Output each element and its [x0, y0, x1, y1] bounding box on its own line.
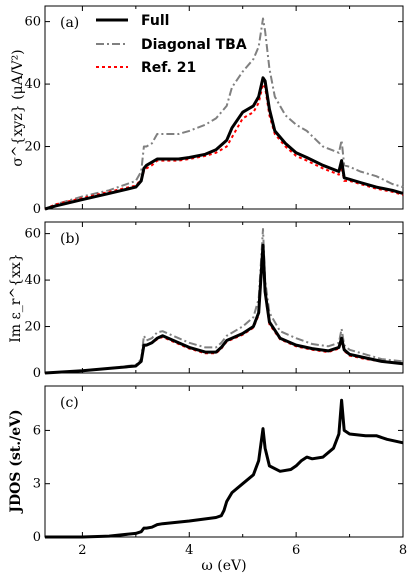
panel-a: (a) 0 20 40 60 σ^{xyz} (μA/V²) Full Diagona…: [10, 5, 404, 217]
panel-a-ytick-label-1: 20: [24, 140, 41, 155]
panel-c-label: (c): [60, 395, 79, 411]
panel-c-xtick-label-2: 6: [292, 543, 300, 558]
panel-c-yticks: 0 3 6: [33, 386, 404, 545]
panel-a-series-full: [44, 76, 404, 211]
panel-c-xtick-label-1: 4: [185, 543, 193, 558]
panel-b: (b) 0 20 40 60 Im ε_r^{xx}: [8, 221, 404, 381]
panel-b-frame: [44, 221, 404, 374]
panel-c-xlabel: ω (eV): [201, 558, 246, 574]
legend-label-full: Full: [141, 13, 169, 29]
panel-a-ytick-label-3: 60: [24, 15, 41, 30]
panel-a-frame: [44, 5, 404, 210]
panel-c-ytick-label-2: 6: [33, 423, 41, 438]
panel-c-series-full: [45, 398, 404, 539]
panel-a-series-diagonal-tba: [44, 17, 404, 210]
panel-c: (c) 0 3 6 2 4 6 8 JDOS (st./eV) ω (eV): [8, 385, 407, 574]
panel-b-label: (b): [60, 231, 80, 247]
panel-c-ylabel: JDOS (st./eV): [8, 409, 24, 514]
panel-c-xtick-label-0: 2: [78, 543, 86, 558]
panel-c-ytick-label-0: 0: [33, 530, 41, 545]
panel-c-series: [45, 398, 404, 539]
panel-b-ylabel: Im ε_r^{xx}: [8, 253, 24, 343]
panel-b-yticks: 0 20 40 60: [24, 222, 404, 381]
panel-a-label: (a): [60, 15, 79, 31]
panel-b-ytick-label-1: 20: [24, 320, 41, 335]
panel-a-ytick-label-0: 0: [33, 202, 41, 217]
panel-a-ylabel: σ^{xyz} (μA/V²): [10, 49, 26, 166]
legend-label-diagonal-tba: Diagonal TBA: [141, 37, 247, 53]
panel-b-series-full: [44, 243, 404, 375]
panel-c-frame: [44, 385, 404, 538]
panel-a-yticks: 0 20 40 60: [24, 6, 404, 217]
panel-b-series: [44, 228, 404, 375]
panel-b-ytick-label-0: 0: [33, 366, 41, 381]
panel-a-series-ref-21: [44, 83, 404, 210]
panel-b-series-diagonal-tba: [44, 228, 404, 374]
panel-a-ytick-label-2: 40: [24, 77, 41, 92]
panel-a-series: [44, 17, 404, 211]
panel-c-ytick-label-1: 3: [33, 477, 41, 492]
legend: Full Diagonal TBA Ref. 21: [96, 13, 247, 76]
legend-label-ref21: Ref. 21: [141, 60, 196, 76]
panel-b-ytick-label-3: 60: [24, 227, 41, 242]
panel-c-xticks: 2 4 6 8: [78, 543, 407, 558]
panel-b-ytick-label-2: 40: [24, 273, 41, 288]
panel-c-xtick-label-3: 8: [399, 543, 407, 558]
